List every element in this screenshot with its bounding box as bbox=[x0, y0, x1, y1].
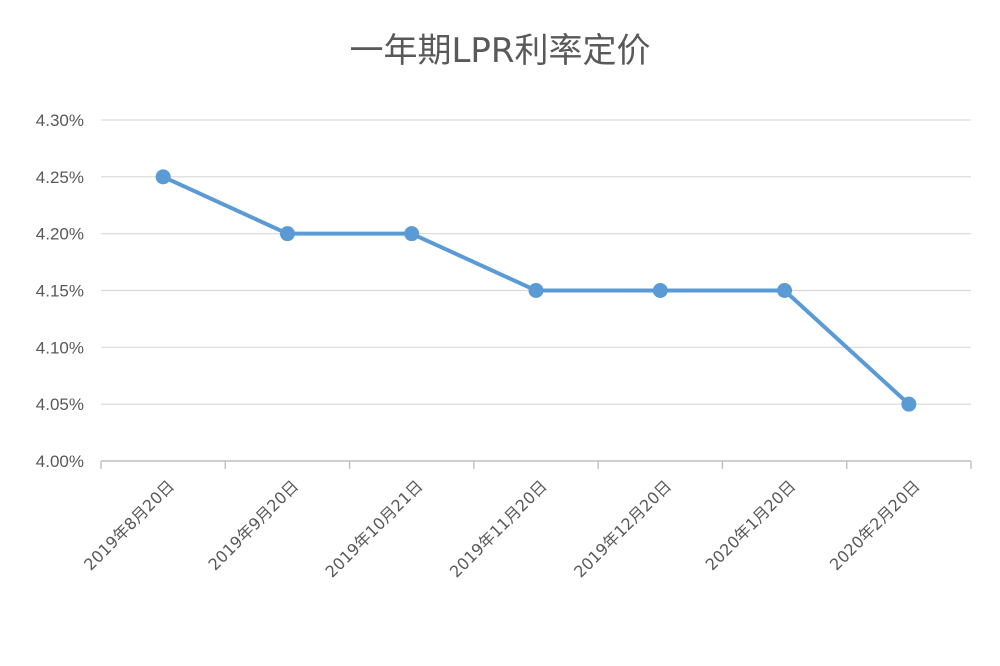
chart-title: 一年期LPR利率定价 bbox=[349, 31, 650, 71]
data-point bbox=[155, 169, 171, 185]
data-point bbox=[404, 226, 420, 242]
data-point bbox=[652, 283, 668, 298]
x-tick-label: 2019年8月20日 bbox=[80, 476, 178, 574]
x-tick-label: 2019年11月20日 bbox=[446, 476, 551, 581]
x-tick-label: 2019年9月20日 bbox=[204, 476, 302, 574]
y-tick-label: 4.00% bbox=[36, 452, 84, 471]
y-tick-label: 4.25% bbox=[36, 168, 84, 187]
data-point bbox=[777, 283, 793, 298]
y-tick-label: 4.20% bbox=[36, 225, 84, 244]
gridlines bbox=[101, 119, 971, 405]
series-layer bbox=[155, 169, 917, 412]
data-point bbox=[279, 226, 295, 242]
x-tick-label: 2019年12月20日 bbox=[570, 476, 675, 581]
y-axis: 4.00% 4.05% 4.10% 4.15% 4.20% 4.25% 4.30% bbox=[36, 111, 84, 471]
y-tick-label: 4.30% bbox=[36, 111, 84, 130]
x-tick-label: 2020年2月20日 bbox=[826, 476, 924, 574]
x-axis: 2019年8月20日 2019年9月20日 2019年10月21日 2019年11月2… bbox=[80, 460, 972, 581]
y-tick-label: 4.10% bbox=[36, 338, 84, 357]
x-tick-label: 2020年1月20日 bbox=[702, 476, 800, 574]
x-tick-label: 2019年10月21日 bbox=[322, 476, 427, 581]
y-tick-label: 4.15% bbox=[36, 282, 84, 301]
data-point bbox=[528, 283, 544, 298]
y-tick-label: 4.05% bbox=[36, 395, 84, 414]
data-point bbox=[901, 396, 917, 412]
